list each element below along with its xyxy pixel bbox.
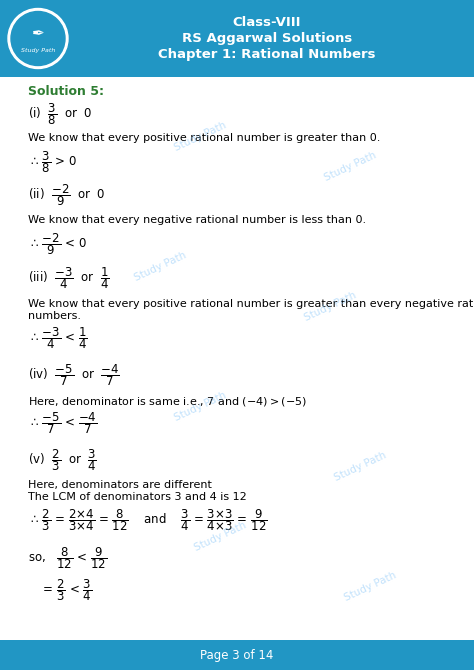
Text: (iv)  $\dfrac{-5}{7}$  or  $\dfrac{-4}{7}$: (iv) $\dfrac{-5}{7}$ or $\dfrac{-4}{7}$	[28, 362, 120, 388]
Text: Study Path: Study Path	[21, 48, 55, 53]
Circle shape	[8, 9, 68, 68]
Text: Study Path: Study Path	[302, 291, 357, 324]
Text: We know that every positive rational number is greater than 0.: We know that every positive rational num…	[28, 133, 380, 143]
Text: (ii)  $\dfrac{-2}{9}$  or  0: (ii) $\dfrac{-2}{9}$ or 0	[28, 182, 106, 208]
Text: $=\,\dfrac{2}{3}$ < $\dfrac{3}{4}$: $=\,\dfrac{2}{3}$ < $\dfrac{3}{4}$	[40, 577, 92, 603]
Text: $\therefore\,\dfrac{-2}{9}$ < 0: $\therefore\,\dfrac{-2}{9}$ < 0	[28, 231, 87, 257]
Text: Chapter 1: Rational Numbers: Chapter 1: Rational Numbers	[158, 48, 376, 61]
Text: The LCM of denominators 3 and 4 is 12: The LCM of denominators 3 and 4 is 12	[28, 492, 247, 502]
Text: We know that every negative rational number is less than 0.: We know that every negative rational num…	[28, 215, 366, 225]
Text: Study Path: Study Path	[173, 121, 228, 153]
Text: $\therefore\,\dfrac{-3}{4}$ < $\dfrac{1}{4}$: $\therefore\,\dfrac{-3}{4}$ < $\dfrac{1}…	[28, 325, 88, 350]
Text: We know that every positive rational number is greater than every negative ratio: We know that every positive rational num…	[28, 299, 474, 309]
Text: $\therefore\,\dfrac{3}{8}$ > 0: $\therefore\,\dfrac{3}{8}$ > 0	[28, 149, 77, 175]
Circle shape	[11, 11, 65, 66]
Text: Solution 5:: Solution 5:	[28, 85, 104, 98]
Text: Study Path: Study Path	[192, 521, 247, 553]
Text: Here, denominator is same i.e., 7 and $(-4) > (-5)$: Here, denominator is same i.e., 7 and $(…	[28, 395, 307, 408]
Text: Study Path: Study Path	[132, 251, 188, 283]
Text: Study Path: Study Path	[173, 391, 228, 423]
Text: Here, denominators are different: Here, denominators are different	[28, 480, 212, 490]
FancyBboxPatch shape	[0, 640, 474, 670]
Text: numbers.: numbers.	[28, 311, 81, 321]
Text: Study Path: Study Path	[332, 451, 388, 484]
Text: Study Path: Study Path	[322, 151, 378, 184]
Text: RS Aggarwal Solutions: RS Aggarwal Solutions	[182, 32, 352, 45]
Text: (i)  $\dfrac{3}{8}$  or  0: (i) $\dfrac{3}{8}$ or 0	[28, 101, 92, 127]
Text: $\therefore\,\dfrac{-5}{7}$ < $\dfrac{-4}{7}$: $\therefore\,\dfrac{-5}{7}$ < $\dfrac{-4…	[28, 410, 97, 436]
FancyBboxPatch shape	[0, 0, 474, 77]
Text: ✒: ✒	[32, 26, 45, 41]
Text: (v)  $\dfrac{2}{3}$  or  $\dfrac{3}{4}$: (v) $\dfrac{2}{3}$ or $\dfrac{3}{4}$	[28, 447, 97, 473]
Text: (iii)  $\dfrac{-3}{4}$  or  $\dfrac{1}{4}$: (iii) $\dfrac{-3}{4}$ or $\dfrac{1}{4}$	[28, 265, 109, 291]
Text: Page 3 of 14: Page 3 of 14	[201, 649, 273, 661]
Text: so,$\quad\dfrac{8}{12}$ < $\dfrac{9}{12}$: so,$\quad\dfrac{8}{12}$ < $\dfrac{9}{12}…	[28, 545, 107, 571]
Text: $\therefore\,\dfrac{2}{3}$ = $\dfrac{2{\times}4}{3{\times}4}$ = $\dfrac{8}{12}$$: $\therefore\,\dfrac{2}{3}$ = $\dfrac{2{\…	[28, 507, 267, 533]
Text: Class-VIII: Class-VIII	[233, 16, 301, 29]
Text: Study Path: Study Path	[342, 571, 398, 604]
